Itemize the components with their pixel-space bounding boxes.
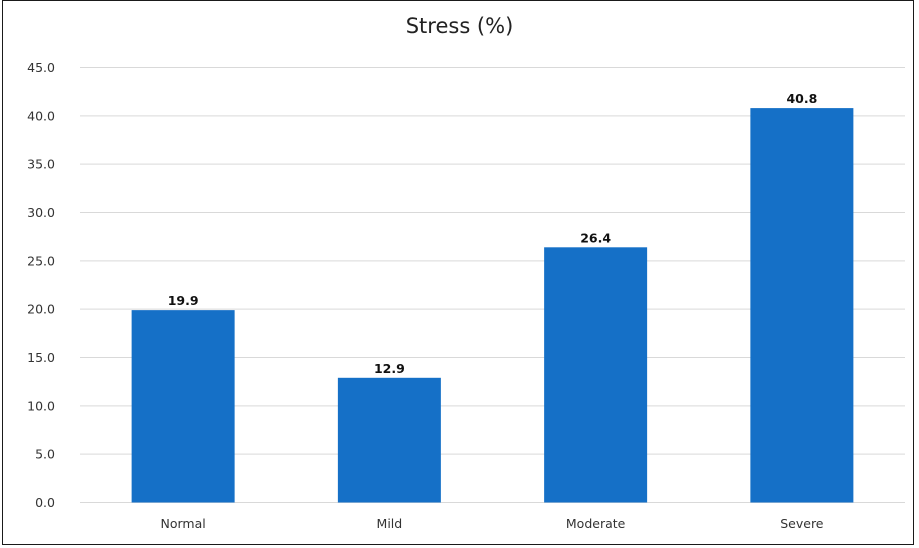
y-tick-label: 40.0 [27,108,55,123]
bar-normal [131,310,235,503]
bar-mild [337,377,441,503]
y-tick-label: 25.0 [27,253,55,268]
x-category-label: Mild [377,516,403,531]
y-tick-label: 5.0 [35,447,55,462]
y-tick-label: 30.0 [27,205,55,220]
chart-title: Stress (%) [405,14,514,38]
data-label: 12.9 [374,361,405,376]
x-category-label: Moderate [566,516,626,531]
data-label: 19.9 [168,293,199,308]
bar-moderate [544,247,648,503]
y-tick-label: 10.0 [27,398,55,413]
bar-severe [750,108,854,503]
x-category-label: Normal [161,516,206,531]
y-tick-label: 45.0 [27,60,55,75]
y-tick-label: 15.0 [27,350,55,365]
x-category-label: Severe [780,516,824,531]
data-label: 26.4 [580,230,611,245]
y-tick-label: 35.0 [27,157,55,172]
data-label: 40.8 [786,91,817,106]
y-tick-label: 20.0 [27,302,55,317]
y-tick-label: 0.0 [35,495,55,510]
